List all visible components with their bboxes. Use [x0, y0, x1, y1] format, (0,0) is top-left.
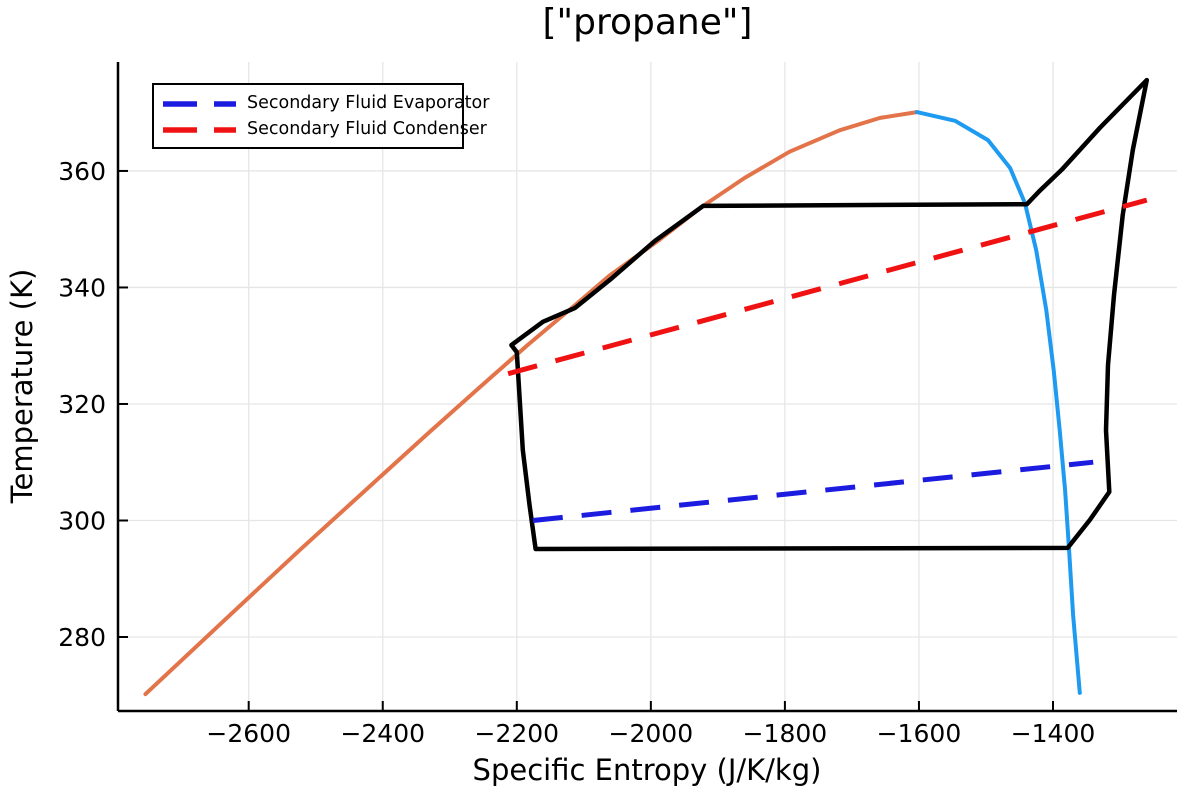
cycle-line [509, 77, 1150, 552]
legend-item: Secondary Fluid Condenser [154, 117, 487, 143]
x-tick-label: −2000 [609, 719, 694, 748]
grid-layer [118, 62, 1177, 711]
x-axis-label: Specific Entropy (J/K/kg) [473, 753, 822, 787]
chart-title: ["propane"] [542, 2, 753, 43]
x-tick-label: −2400 [340, 719, 425, 748]
axis-layer: −2600 −2400 −2200 −2000 −1800 −1600 −1400 280 30… [58, 62, 1177, 748]
saturated-liquid-line [143, 110, 919, 697]
series-layer [143, 77, 1150, 697]
secondary-condenser-line [507, 197, 1148, 377]
legend: Secondary Fluid Evaporator Secondary Flui… [152, 83, 489, 149]
legend-item: Secondary Fluid Evaporator [154, 91, 489, 117]
y-tick-label: 300 [58, 506, 106, 535]
x-tick-label: −1800 [743, 719, 828, 748]
saturated-vapor-line [914, 110, 1082, 695]
y-tick-label: 360 [58, 157, 106, 186]
y-axis-label: Temperature (K) [5, 269, 39, 505]
secondary-evaporator-line [532, 459, 1094, 523]
legend-line-sample [163, 127, 239, 133]
y-tick-label: 320 [58, 390, 106, 419]
x-tick-label: −1400 [1011, 719, 1096, 748]
y-tick-label: 280 [58, 623, 106, 652]
legend-item-label: Secondary Fluid Condenser [247, 119, 487, 140]
y-tick-label: 340 [58, 273, 106, 302]
x-tick-label: −1600 [877, 719, 962, 748]
legend-line-sample [163, 101, 239, 107]
legend-item-label: Secondary Fluid Evaporator [247, 93, 490, 114]
x-tick-label: −2600 [206, 719, 291, 748]
x-tick-label: −2200 [475, 719, 560, 748]
